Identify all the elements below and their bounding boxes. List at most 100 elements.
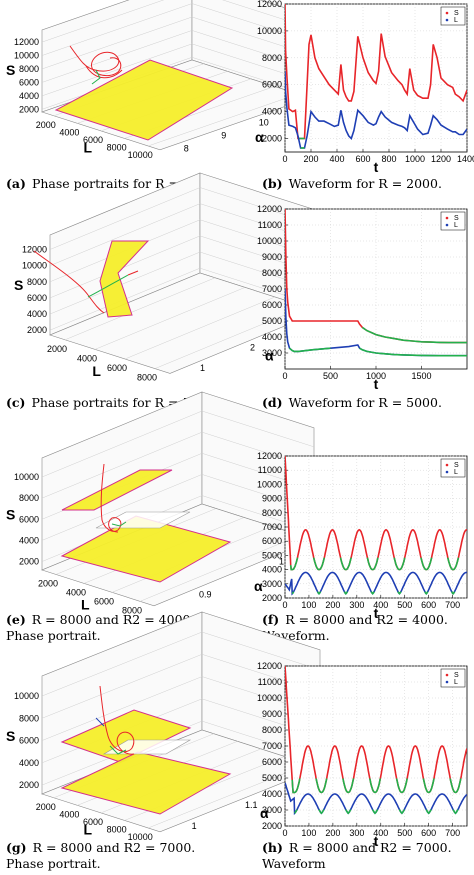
phase-portrait-g: 2000400060008000100002000400060008000100… (6, 611, 348, 842)
x-grid-line (124, 296, 276, 360)
legend-marker-S (445, 673, 449, 677)
z-tick-label: 8000 (19, 64, 39, 74)
z-tick-label: 10000 (14, 472, 39, 482)
x-tick-label: 700 (445, 600, 460, 610)
trajectory-S (100, 463, 122, 533)
y-tick-label: 3000 (262, 348, 282, 358)
y-tick-label: 10000 (257, 26, 282, 36)
z-axis-label: S (14, 277, 23, 293)
y-tick-label: 8000 (262, 725, 282, 735)
y-tick-label: 7000 (262, 522, 282, 532)
switching-surface (54, 59, 234, 141)
z-tick-label: 10000 (14, 691, 39, 701)
y-tick-label: 1 (279, 556, 284, 566)
panel-g: 2000 4000 6000 8000 10000 2000 4000 6000 8000 100… (0, 611, 348, 842)
y-axis-label: α (255, 129, 264, 145)
legend-label-L: L (454, 679, 458, 686)
caption-b: (b) Waveform for R = 2000. (262, 176, 442, 191)
switching-surface-upper (61, 469, 173, 511)
x-tick-label: 400 (373, 600, 388, 610)
y-tick-label: 0.9 (199, 589, 212, 599)
y-tick-label: 9000 (262, 494, 282, 504)
x-tick-label: 700 (445, 828, 460, 838)
z-tick-label: 2000 (19, 557, 39, 567)
z-tick-label: 8000 (19, 493, 39, 503)
z-axis-label: S (6, 62, 15, 78)
y-tick-label: 12000 (257, 0, 282, 9)
z-grid-line (41, 474, 203, 541)
z-tick-label: 6000 (27, 293, 47, 303)
z-grid-line (49, 235, 201, 299)
x-tick-label: 2000 (47, 344, 67, 354)
z-grid-line (49, 251, 201, 315)
legend-box (440, 668, 466, 688)
trajectory-transition (111, 521, 127, 527)
z-grid-line (41, 410, 203, 478)
legend-marker-L (445, 223, 449, 227)
y-tick-label: 11000 (258, 465, 282, 475)
legend-marker-L (445, 680, 449, 684)
z-tick-label: 4000 (19, 91, 39, 101)
y-tick-label: 6000 (262, 757, 282, 767)
y-tick-label: 8000 (262, 268, 282, 278)
y-tick-label: 9000 (262, 709, 282, 719)
legend-label-L: L (454, 469, 458, 476)
z-grid-line (41, 3, 193, 56)
z-grid-line (41, 431, 203, 499)
trajectory-S (69, 45, 122, 77)
phase-portrait-c: 2000 4000 6000 8000 10000 12000 2000 4000 6000 80… (14, 172, 348, 383)
trajectory-transition (109, 745, 127, 755)
x-tick-label: 4000 (77, 353, 97, 363)
caption-d: (d) Waveform for R = 5000. (262, 395, 442, 410)
x-grid-line (94, 287, 246, 350)
x-tick-label: 500 (397, 600, 412, 610)
legend-marker-S (445, 463, 449, 467)
x-tick-label: 400 (373, 828, 388, 838)
x-tick-label: 10000 (128, 832, 153, 842)
x-axis-label: L (81, 597, 90, 613)
z-tick-label: 12000 (22, 245, 47, 255)
z-tick-label: 2000 (27, 325, 47, 335)
series-transition-S (291, 778, 462, 794)
x-axis-label: L (92, 363, 101, 379)
x-tick-label: 10000 (128, 150, 153, 160)
x-tick-label: 100 (301, 828, 316, 838)
legend-box (440, 458, 466, 478)
z-axis-label: S (6, 728, 15, 744)
z-tick-label: 12000 (14, 37, 39, 47)
y-tick-label: 11000 (258, 220, 282, 230)
z-tick-label: 6000 (19, 77, 39, 87)
y-tick-label: 1 (200, 363, 205, 373)
y-tick-label: 6000 (262, 536, 282, 546)
y-tick-label: 4000 (262, 107, 282, 117)
trajectory-loop (85, 65, 123, 79)
x-tick-label: 400 (329, 154, 344, 164)
x-axis-label: L (84, 822, 93, 838)
y-tick-label: 9 (221, 130, 226, 140)
x-tick-label: 0 (282, 154, 287, 164)
z-grid-line (41, 654, 203, 719)
series-transition-L (294, 809, 459, 815)
x-tick-label: 800 (381, 154, 396, 164)
x-tick-label: 0 (282, 600, 287, 610)
z-tick-label: 8000 (19, 713, 39, 723)
panel-b: 2000 4000 6000 8000 10000 12000 0 200 400 600 800 1… (240, 0, 474, 175)
z-tick-label: 2000 (19, 104, 39, 114)
caption-f: (f) R = 8000 and R2 = 4000. Waveform. (262, 612, 448, 643)
y-tick-label: 8 (184, 143, 189, 153)
x-tick-label: 500 (397, 828, 412, 838)
z-grid-line (49, 203, 201, 266)
legend-marker-L (445, 470, 449, 474)
y-tick-label: 1 (192, 821, 197, 831)
y-tick-label: 4000 (262, 565, 282, 575)
x-tick-label: 6000 (107, 363, 127, 373)
x-tick-label: 200 (325, 600, 340, 610)
series-line-S (285, 4, 467, 140)
panel-d: 3000 4000 5000 6000 7000 8000 9000 10000 11000 12… (240, 204, 474, 392)
switching-surface-upper (60, 709, 192, 763)
z-axis-label: S (6, 507, 15, 523)
y-tick-label: 4000 (262, 332, 282, 342)
legend-marker-S (445, 11, 449, 15)
x-tick-label: 6000 (94, 596, 114, 606)
waveform-chart-d: 3000400050006000700080009000100001100012… (257, 204, 468, 392)
